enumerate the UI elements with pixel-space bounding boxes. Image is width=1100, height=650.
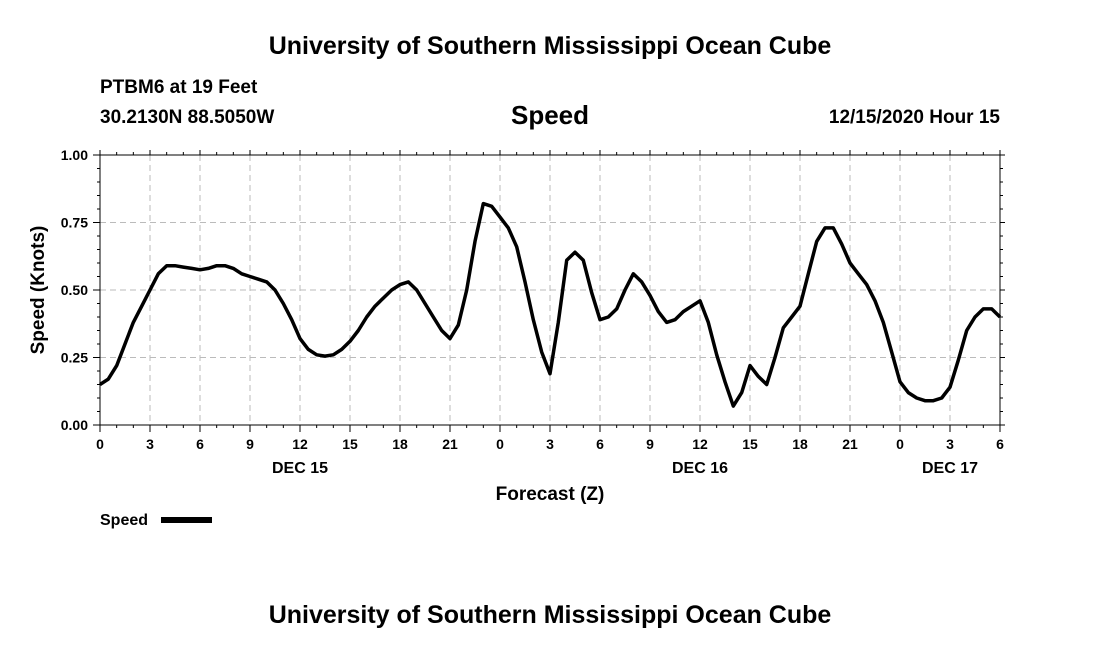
top-title: University of Southern Mississippi Ocean… [268,32,832,60]
y-tick-label: 0.00 [61,417,88,433]
date-label: DEC 15 [272,460,328,477]
date-label: DEC 16 [672,460,728,477]
x-tick-label: 12 [692,436,708,452]
station-label: PTBM6 at 19 Feet [100,77,258,98]
x-tick-label: 18 [792,436,808,452]
date-label: DEC 17 [922,460,978,477]
x-tick-label: 9 [646,436,654,452]
x-tick-label: 3 [546,436,554,452]
x-tick-label: 9 [246,436,254,452]
chart-title: Speed [510,100,590,130]
y-tick-label: 1.00 [61,147,88,163]
x-tick-label: 21 [442,436,458,452]
speed-series-line [99,201,1002,408]
plot-frame [99,154,1001,426]
bottom-title: University of Southern Mississippi Ocean… [268,601,832,629]
x-tick-label: 3 [146,436,154,452]
x-tick-label: 15 [742,436,758,452]
x-tick-label: 0 [96,436,104,452]
x-tick-label: 6 [996,436,1004,452]
x-axis-label: Forecast (Z) [496,484,605,505]
grid [100,155,1000,425]
x-tick-label: 6 [596,436,604,452]
y-axis-label: Speed (Knots) [28,226,49,355]
timestamp-label: 12/15/2020 Hour 15 [828,107,1000,128]
x-tick-label: 3 [946,436,954,452]
x-tick-label: 0 [496,436,504,452]
x-tick-label: 0 [896,436,904,452]
x-tick-label: 15 [342,436,358,452]
axis-labels: 0 3 6 9 12 15 18 21 0 3 6 9 12 15 18 21 0 3 6 0.00 0.25 0.50 0… [61,147,1004,477]
x-tick-label: 21 [842,436,858,452]
series-layer [99,201,1002,408]
x-tick-label: 12 [292,436,308,452]
x-tick-label: 18 [392,436,408,452]
legend-label: Speed [100,512,148,529]
location-label: 30.2130N 88.5050W [100,107,275,128]
x-tick-label: 6 [196,436,204,452]
y-tick-label: 0.75 [61,215,88,231]
y-tick-label: 0.25 [61,350,88,366]
y-tick-label: 0.50 [61,282,88,298]
